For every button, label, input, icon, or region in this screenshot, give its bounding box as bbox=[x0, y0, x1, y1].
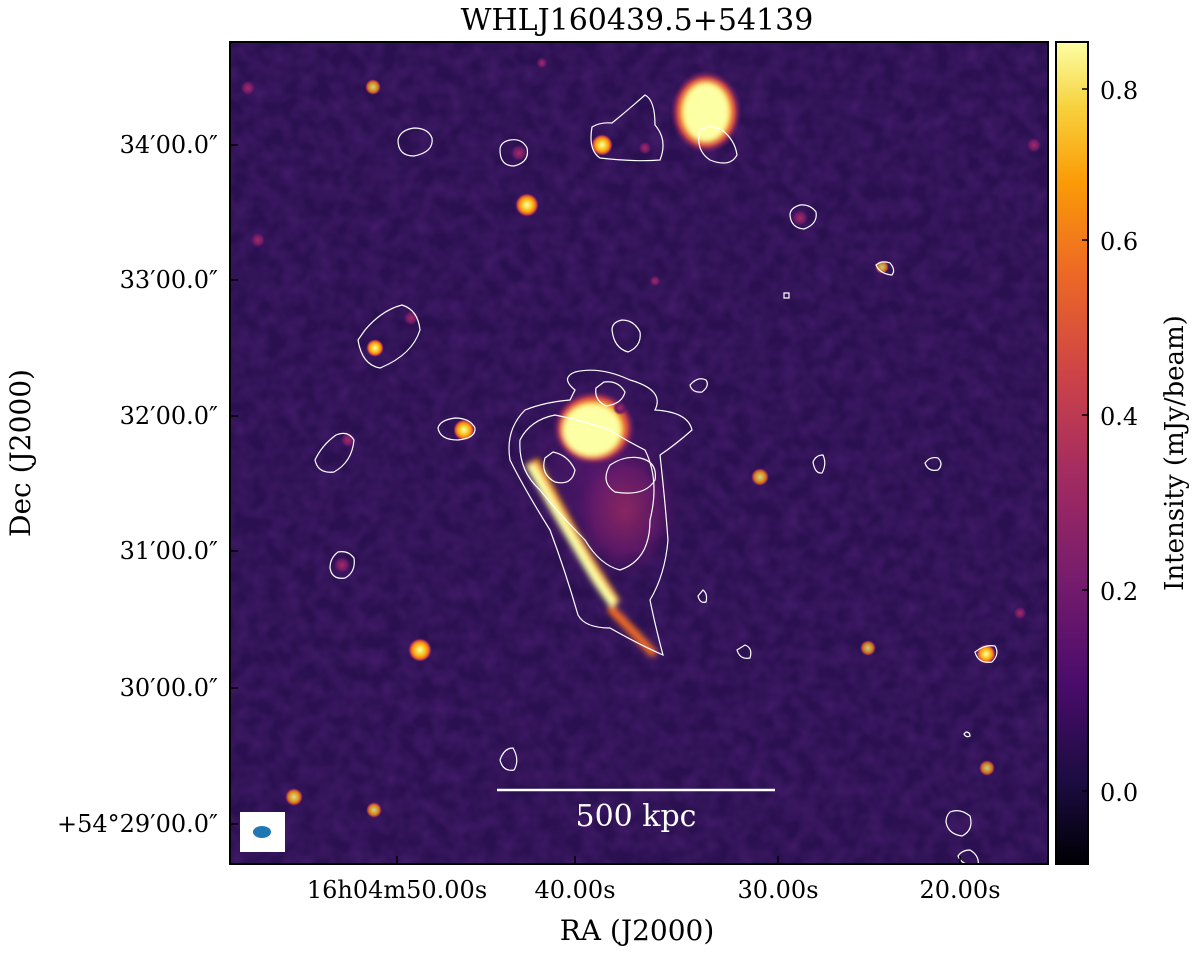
y-tick-label-2: 32′00.0″ bbox=[120, 402, 218, 430]
contour bbox=[812, 454, 826, 474]
contours bbox=[314, 94, 998, 864]
point-source bbox=[340, 432, 356, 448]
figure-title: WHLJ160439.5+54139 bbox=[461, 3, 814, 38]
beam-ellipse bbox=[253, 826, 271, 838]
x-tick-label-1: 40.00s bbox=[534, 876, 615, 904]
contour bbox=[499, 747, 518, 771]
point-source bbox=[860, 640, 876, 656]
colorbar-tick-label-0: 0.8 bbox=[1100, 77, 1138, 105]
contour-inner bbox=[519, 414, 655, 571]
point-source bbox=[751, 468, 769, 486]
image-panel: 500 kpc bbox=[230, 42, 1048, 864]
contour bbox=[397, 127, 433, 157]
point-source bbox=[285, 788, 303, 806]
colorbar-tick-label-2: 0.4 bbox=[1100, 403, 1138, 431]
point-source bbox=[536, 57, 548, 69]
point-source bbox=[510, 144, 528, 162]
point-source bbox=[638, 141, 652, 155]
contour bbox=[357, 304, 421, 369]
contour bbox=[499, 139, 529, 167]
contour-small bbox=[595, 381, 626, 407]
contour-inner-2 bbox=[605, 456, 657, 494]
x-tick-label-0: 16h04m50.00s bbox=[307, 876, 487, 904]
contour bbox=[697, 589, 708, 603]
y-tick-label-5: +54°29′00.0″ bbox=[57, 810, 218, 838]
contour-top-right bbox=[698, 126, 738, 164]
contour bbox=[329, 551, 355, 579]
x-tick-label-3: 20.00s bbox=[919, 876, 1000, 904]
point-source bbox=[791, 209, 809, 227]
colorbar-label: Intensity (mJy/beam) bbox=[1160, 315, 1190, 591]
colorbar-tick-label-1: 0.6 bbox=[1100, 228, 1138, 256]
contour-outer bbox=[508, 369, 693, 657]
contour bbox=[611, 319, 641, 353]
scale-bar-label: 500 kpc bbox=[576, 799, 697, 834]
contour bbox=[789, 204, 817, 230]
point-source bbox=[613, 401, 627, 415]
point-source bbox=[515, 193, 539, 217]
point-source bbox=[979, 760, 995, 776]
y-tick-label-4: 30′00.0″ bbox=[120, 674, 218, 702]
colorbar-gradient bbox=[1056, 42, 1088, 864]
contour bbox=[314, 432, 355, 473]
y-tick-label-0: 34′00.0″ bbox=[120, 131, 218, 159]
y-tick-label-3: 31′00.0″ bbox=[120, 537, 218, 565]
y-axis bbox=[230, 144, 238, 825]
contour bbox=[736, 644, 752, 659]
contour bbox=[875, 261, 895, 276]
colorbar-tick-label-4: 0.0 bbox=[1100, 779, 1138, 807]
contour bbox=[974, 645, 998, 663]
x-tick-label-2: 30.00s bbox=[737, 876, 818, 904]
point-source bbox=[408, 638, 432, 662]
plot-frame bbox=[229, 41, 1049, 865]
point-source bbox=[1026, 137, 1042, 153]
y-tick-label-1: 33′00.0″ bbox=[120, 266, 218, 294]
point-source bbox=[591, 134, 613, 156]
colorbar-frame bbox=[1055, 41, 1089, 865]
contour bbox=[945, 810, 972, 837]
contour-hole bbox=[543, 451, 576, 484]
point-source bbox=[976, 644, 996, 664]
point-source bbox=[1013, 606, 1027, 620]
x-axis-label: RA (J2000) bbox=[560, 914, 715, 947]
point-source bbox=[240, 80, 256, 96]
contour bbox=[783, 292, 790, 299]
top-core bbox=[682, 82, 730, 142]
point-source bbox=[365, 79, 381, 95]
point-source bbox=[250, 232, 266, 248]
point-source bbox=[649, 275, 661, 287]
colorbar: 0.8 0.6 0.4 0.2 0.0 Intensity (mJy/beam) bbox=[1055, 41, 1190, 865]
contour bbox=[963, 731, 971, 738]
point-source bbox=[453, 419, 475, 441]
contour bbox=[924, 456, 942, 471]
point-source bbox=[366, 339, 384, 357]
point-source bbox=[366, 802, 382, 818]
colorbar-tick-label-3: 0.2 bbox=[1100, 578, 1138, 606]
contour-top-left bbox=[590, 94, 664, 162]
y-axis-label: Dec (J2000) bbox=[4, 369, 37, 537]
point-source bbox=[333, 556, 351, 574]
contour bbox=[437, 417, 476, 441]
central-core bbox=[562, 403, 622, 457]
x-axis bbox=[396, 856, 961, 864]
contour bbox=[689, 378, 708, 393]
